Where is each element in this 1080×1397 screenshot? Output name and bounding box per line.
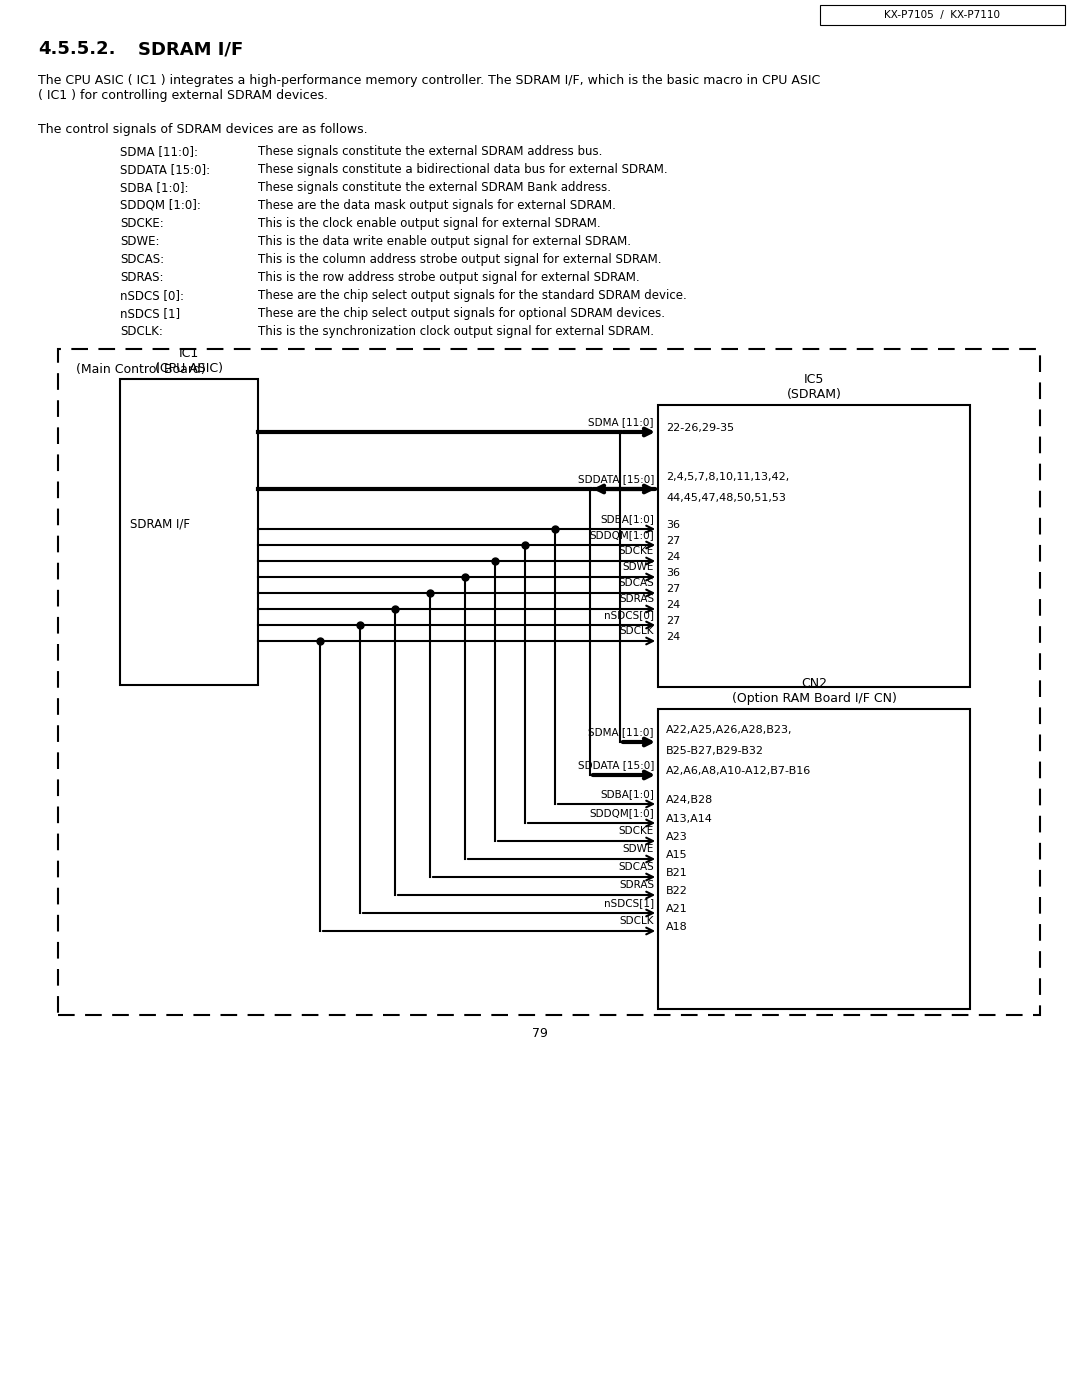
Text: A21: A21 [666, 904, 688, 914]
Bar [820, 6, 1065, 25]
Text: These are the data mask output signals for external SDRAM.: These are the data mask output signals f… [258, 198, 616, 212]
Text: SDBA[1:0]: SDBA[1:0] [600, 789, 654, 799]
Text: 27: 27 [666, 616, 680, 626]
Text: SDCLK:: SDCLK: [120, 326, 163, 338]
Text: SDRAS: SDRAS [619, 880, 654, 890]
Text: This is the synchronization clock output signal for external SDRAM.: This is the synchronization clock output… [258, 326, 654, 338]
Text: 36: 36 [666, 569, 680, 578]
Text: This is the row address strobe output signal for external SDRAM.: This is the row address strobe output si… [258, 271, 639, 284]
Text: 79: 79 [532, 1027, 548, 1039]
Text: SDCLK: SDCLK [620, 916, 654, 926]
Text: 4.5.5.2.: 4.5.5.2. [38, 41, 116, 59]
Text: KX-P7105  /  KX-P7110: KX-P7105 / KX-P7110 [885, 10, 1000, 20]
Text: SDWE: SDWE [623, 844, 654, 854]
Text: nSDCS[0]: nSDCS[0] [604, 610, 654, 620]
Text: These are the chip select output signals for the standard SDRAM device.: These are the chip select output signals… [258, 289, 687, 302]
Text: 27: 27 [666, 584, 680, 594]
Text: This is the clock enable output signal for external SDRAM.: This is the clock enable output signal f… [258, 217, 600, 231]
Text: SDCKE: SDCKE [619, 826, 654, 835]
Text: A22,A25,A26,A28,B23,: A22,A25,A26,A28,B23, [666, 725, 793, 735]
Text: SDCKE:: SDCKE: [120, 217, 164, 231]
Text: SDDATA [15:0]:: SDDATA [15:0]: [120, 163, 211, 176]
Text: SDBA [1:0]:: SDBA [1:0]: [120, 182, 189, 194]
Text: SDCLK: SDCLK [620, 626, 654, 636]
Text: A2,A6,A8,A10-A12,B7-B16: A2,A6,A8,A10-A12,B7-B16 [666, 766, 811, 775]
Text: (Main Control Board): (Main Control Board) [76, 363, 205, 376]
Text: SDBA[1:0]: SDBA[1:0] [600, 514, 654, 524]
Text: IC1: IC1 [179, 346, 199, 360]
Text: A23: A23 [666, 833, 688, 842]
Text: These are the chip select output signals for optional SDRAM devices.: These are the chip select output signals… [258, 307, 665, 320]
Text: The CPU ASIC ( IC1 ) integrates a high-performance memory controller. The SDRAM : The CPU ASIC ( IC1 ) integrates a high-p… [38, 74, 820, 87]
Text: These signals constitute a bidirectional data bus for external SDRAM.: These signals constitute a bidirectional… [258, 163, 667, 176]
Text: SDRAS:: SDRAS: [120, 271, 163, 284]
Text: SDDQM[1:0]: SDDQM[1:0] [590, 807, 654, 819]
Text: SDRAM I/F: SDRAM I/F [130, 517, 190, 531]
Text: SDWE: SDWE [623, 562, 654, 571]
Text: SDDATA [15:0]: SDDATA [15:0] [578, 760, 654, 770]
Text: These signals constitute the external SDRAM Bank address.: These signals constitute the external SD… [258, 182, 611, 194]
Text: A18: A18 [666, 922, 688, 932]
Text: B22: B22 [666, 886, 688, 895]
Text: (CPU ASIC): (CPU ASIC) [156, 362, 222, 374]
Text: SDMA [11:0]: SDMA [11:0] [589, 726, 654, 738]
Text: SDCKE: SDCKE [619, 546, 654, 556]
Text: 36: 36 [666, 520, 680, 529]
Text: 44,45,47,48,50,51,53: 44,45,47,48,50,51,53 [666, 493, 786, 503]
Text: 22-26,29-35: 22-26,29-35 [666, 423, 734, 433]
Text: SDWE:: SDWE: [120, 235, 160, 249]
Text: (Option RAM Board I/F CN): (Option RAM Board I/F CN) [731, 692, 896, 705]
Text: nSDCS [0]:: nSDCS [0]: [120, 289, 184, 302]
Text: 2,4,5,7,8,10,11,13,42,: 2,4,5,7,8,10,11,13,42, [666, 472, 789, 482]
Text: This is the data write enable output signal for external SDRAM.: This is the data write enable output sig… [258, 235, 631, 249]
Text: A13,A14: A13,A14 [666, 814, 713, 824]
Text: (SDRAM): (SDRAM) [786, 388, 841, 401]
Text: A24,B28: A24,B28 [666, 795, 713, 805]
Text: SDRAS: SDRAS [619, 594, 654, 604]
Text: 24: 24 [666, 552, 680, 562]
Text: B25-B27,B29-B32: B25-B27,B29-B32 [666, 746, 764, 756]
Text: ( IC1 ) for controlling external SDRAM devices.: ( IC1 ) for controlling external SDRAM d… [38, 89, 328, 102]
Text: CN2: CN2 [801, 678, 827, 690]
Text: B21: B21 [666, 868, 688, 877]
Text: SDCAS: SDCAS [618, 862, 654, 872]
Text: SDCAS:: SDCAS: [120, 253, 164, 265]
Text: 27: 27 [666, 536, 680, 546]
Text: These signals constitute the external SDRAM address bus.: These signals constitute the external SD… [258, 145, 603, 158]
Text: nSDCS [1]: nSDCS [1] [120, 307, 180, 320]
Text: This is the column address strobe output signal for external SDRAM.: This is the column address strobe output… [258, 253, 661, 265]
Text: SDRAM I/F: SDRAM I/F [138, 41, 243, 59]
Text: IC5: IC5 [804, 373, 824, 386]
Text: SDDQM [1:0]:: SDDQM [1:0]: [120, 198, 201, 212]
Text: A15: A15 [666, 849, 688, 861]
Text: The control signals of SDRAM devices are as follows.: The control signals of SDRAM devices are… [38, 123, 367, 136]
Text: SDMA [11:0]:: SDMA [11:0]: [120, 145, 198, 158]
Text: SDDQM[1:0]: SDDQM[1:0] [590, 529, 654, 541]
Text: 24: 24 [666, 631, 680, 643]
Text: SDDATA [15:0]: SDDATA [15:0] [578, 474, 654, 483]
Text: SDMA [11:0]: SDMA [11:0] [589, 416, 654, 427]
Text: 24: 24 [666, 599, 680, 610]
Text: nSDCS[1]: nSDCS[1] [604, 898, 654, 908]
Text: SDCAS: SDCAS [618, 578, 654, 588]
